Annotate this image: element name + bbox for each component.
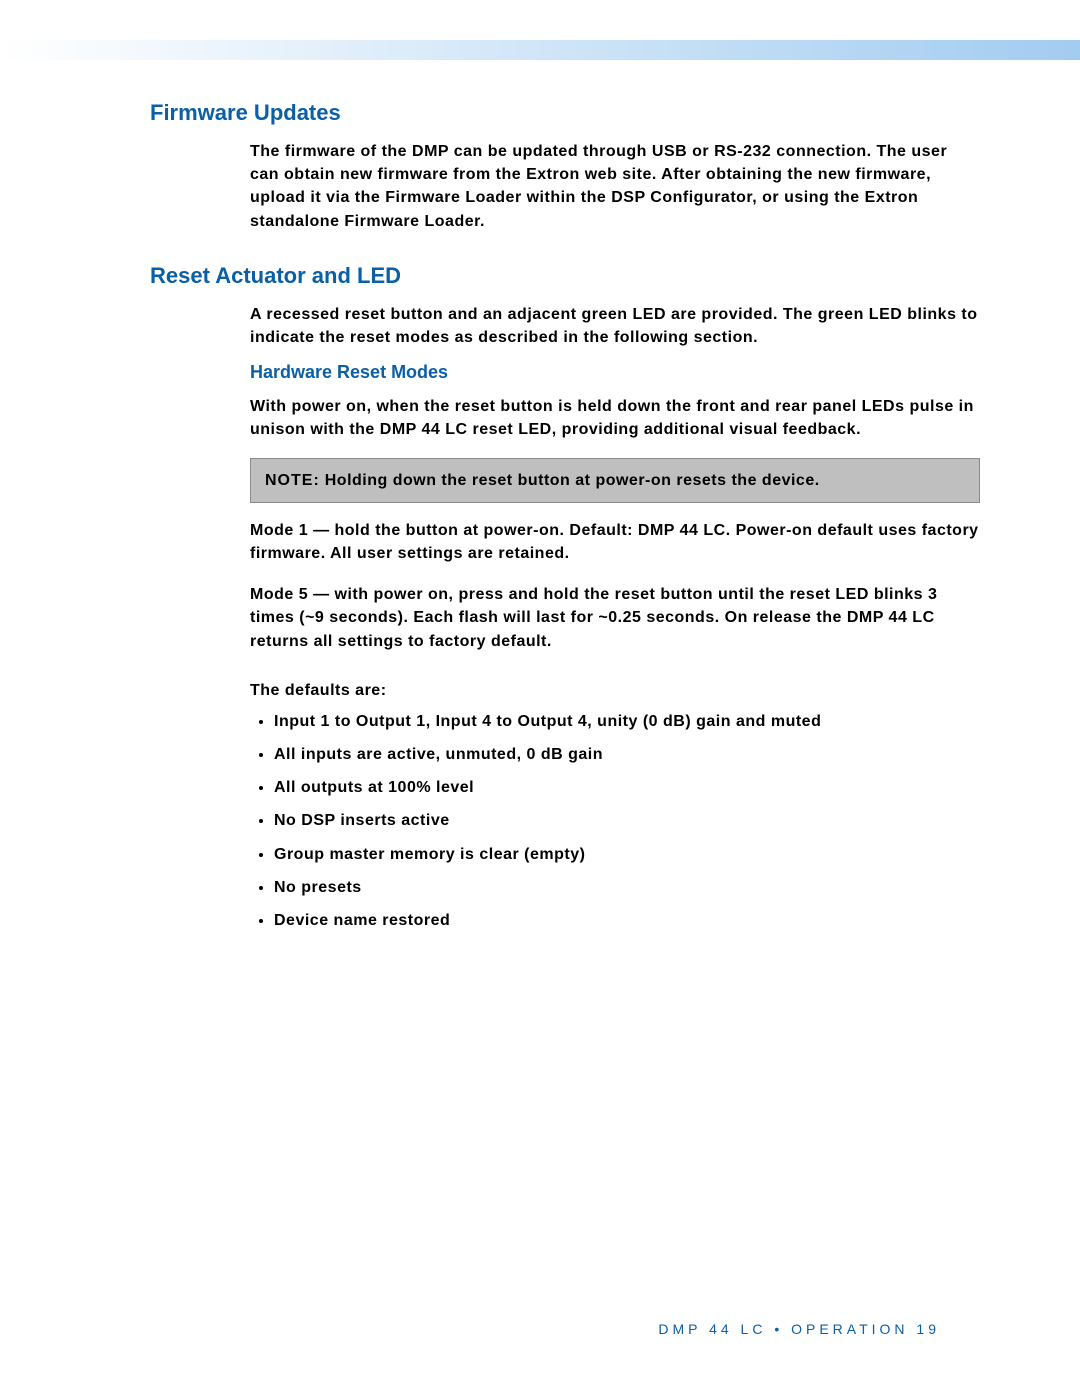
hw-reset-para1: With power on, when the reset button is … xyxy=(250,395,980,441)
firmware-updates-text: The firmware of the DMP can be updated t… xyxy=(150,140,980,233)
reset-actuator-text: A recessed reset button and an adjacent … xyxy=(150,303,980,349)
list-item: Device name restored xyxy=(274,909,980,932)
list-item: No presets xyxy=(274,876,980,899)
list-item: No DSP inserts active xyxy=(274,809,980,832)
note-label: NOTE: xyxy=(265,472,320,489)
note-box: NOTE: Holding down the reset button at p… xyxy=(250,458,980,503)
mode1-text: Mode 1 — hold the button at power-on. De… xyxy=(250,519,980,565)
firmware-para: The firmware of the DMP can be updated t… xyxy=(250,140,980,233)
heading-reset-actuator: Reset Actuator and LED xyxy=(150,263,980,289)
list-item: All outputs at 100% level xyxy=(274,776,980,799)
heading-hardware-reset-modes: Hardware Reset Modes xyxy=(250,359,980,385)
defaults-intro: The defaults are: xyxy=(250,679,980,702)
heading-firmware-updates: Firmware Updates xyxy=(150,100,980,126)
mode5-text: Mode 5 — with power on, press and hold t… xyxy=(250,583,980,653)
top-gradient-bar xyxy=(0,40,1080,60)
hardware-reset-block: With power on, when the reset button is … xyxy=(150,395,980,932)
list-item: Input 1 to Output 1, Input 4 to Output 4… xyxy=(274,710,980,733)
defaults-list: Input 1 to Output 1, Input 4 to Output 4… xyxy=(250,710,980,932)
list-item: All inputs are active, unmuted, 0 dB gai… xyxy=(274,743,980,766)
page-content: Firmware Updates The firmware of the DMP… xyxy=(150,100,980,942)
page-footer: DMP 44 LC • OPERATION 19 xyxy=(658,1321,940,1337)
list-item: Group master memory is clear (empty) xyxy=(274,843,980,866)
note-text: Holding down the reset button at power-o… xyxy=(325,472,820,489)
reset-actuator-para: A recessed reset button and an adjacent … xyxy=(250,303,980,349)
